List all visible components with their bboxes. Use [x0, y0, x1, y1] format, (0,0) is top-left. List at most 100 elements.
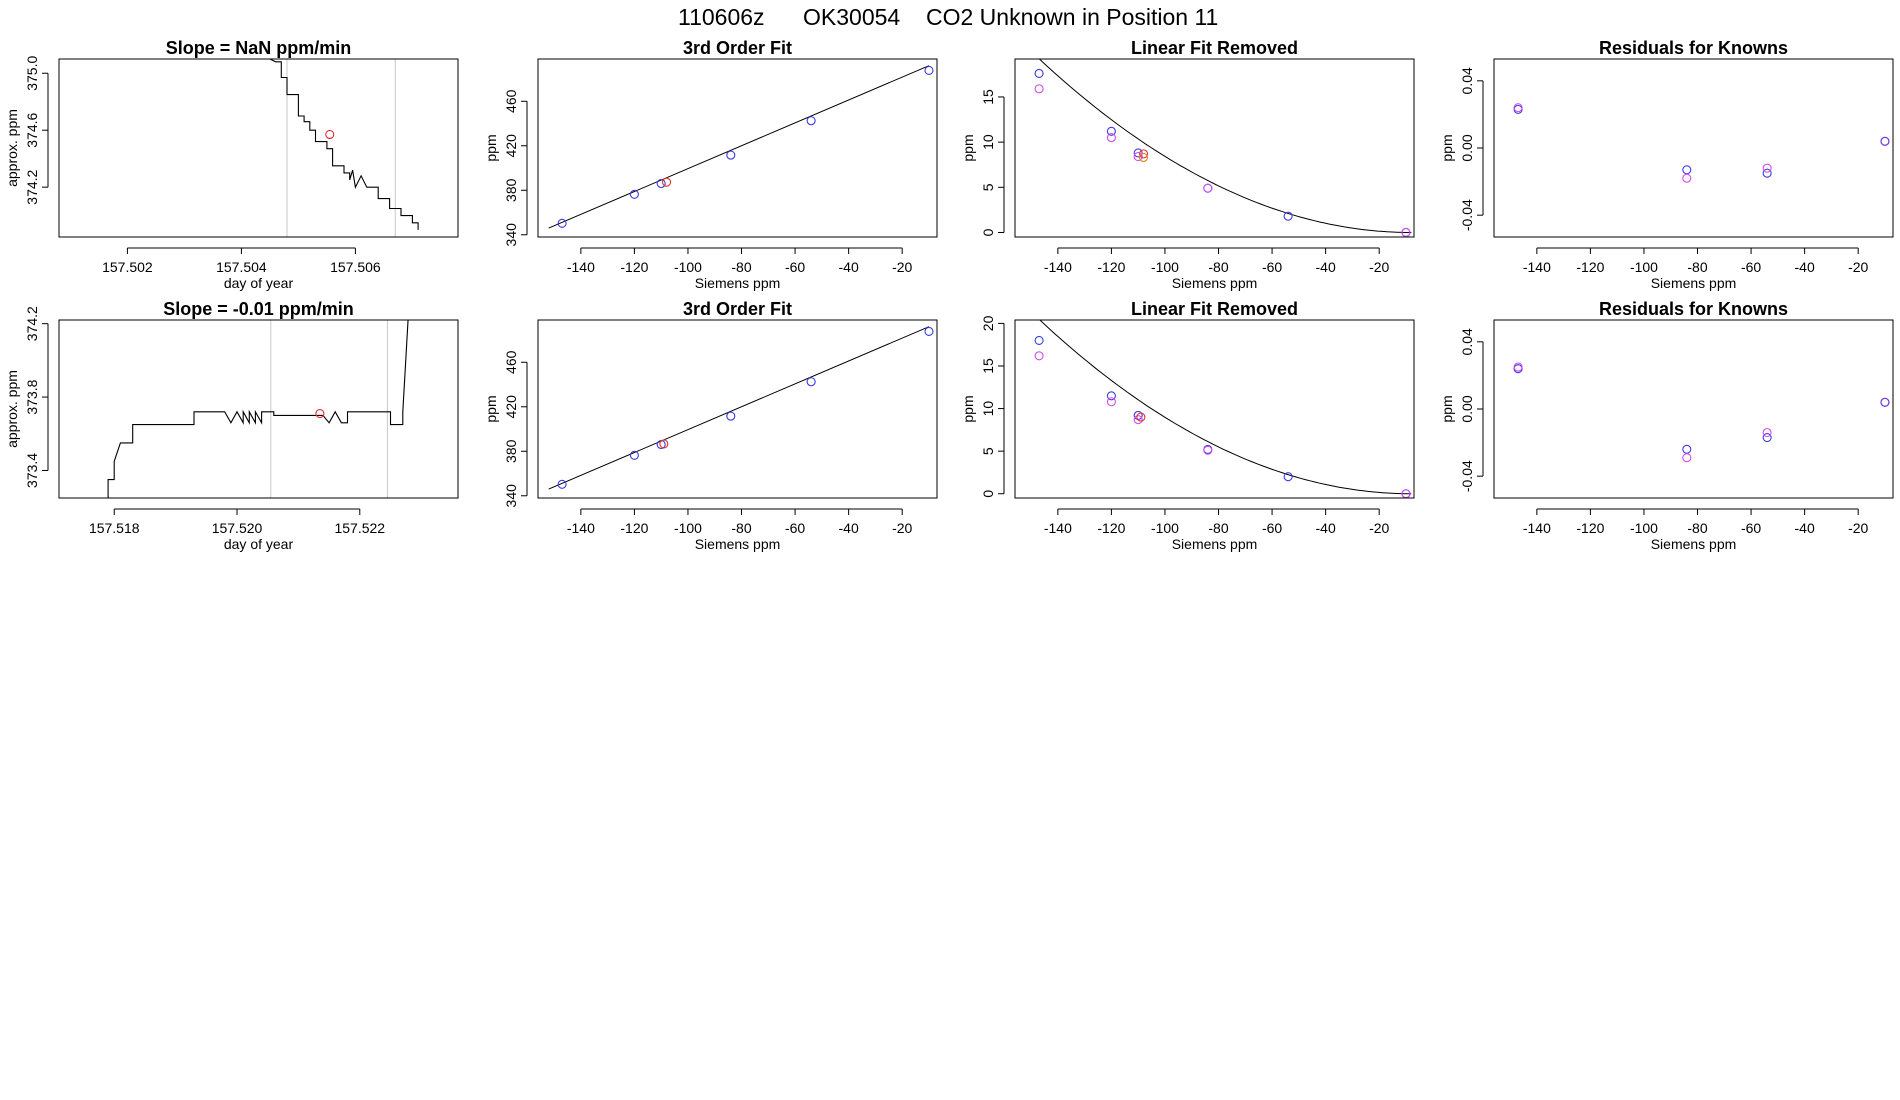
- x-tick-label: -60: [1262, 520, 1282, 536]
- plot-area: [269, 59, 419, 237]
- y-tick-label: 420: [503, 134, 519, 158]
- x-tick-label: -100: [1151, 520, 1179, 536]
- data-point: [1106, 397, 1116, 407]
- y-axis-label: ppm: [483, 134, 499, 161]
- x-tick-label: -60: [1262, 259, 1282, 275]
- x-tick-label: -80: [731, 259, 751, 275]
- data-point: [1513, 103, 1523, 113]
- panel-title: 3rd Order Fit: [683, 299, 792, 319]
- plot-area: [548, 65, 934, 229]
- panel-grid: Slope = NaN ppm/min 157.502 157.504 157.506…: [4, 38, 1894, 552]
- y-tick-label: 0.00: [1459, 395, 1475, 422]
- x-tick-label: -80: [1208, 520, 1228, 536]
- panel-r1c2: Linear Fit Removed -140 -120 -100 -80 -60 -40 -…: [960, 299, 1415, 552]
- y-tick-label: 380: [503, 439, 519, 463]
- panel-r0c1: 3rd Order Fit -140 -120 -100 -80 -60 -40 -20 Sie…: [483, 38, 938, 291]
- panel-r0c2: Linear Fit Removed -140 -120 -100 -80 -60 -40 -…: [960, 38, 1415, 291]
- y-tick-label: 374.6: [24, 112, 40, 147]
- fit-curve: [1039, 320, 1412, 495]
- data-point: [1513, 362, 1523, 372]
- data-point: [1138, 152, 1149, 163]
- x-tick-label: -80: [1687, 259, 1707, 275]
- data-point: [924, 65, 934, 76]
- x-tick-label: -120: [1576, 259, 1604, 275]
- y-tick-label: 20: [980, 315, 996, 331]
- plot-frame: [537, 58, 938, 238]
- plot-frame: [58, 58, 459, 238]
- y-axis-label: ppm: [1439, 395, 1455, 422]
- x-tick-label: -40: [1795, 520, 1815, 536]
- y-tick-label: 420: [503, 395, 519, 419]
- x-tick-label: -140: [567, 520, 595, 536]
- panel-title: Residuals for Knowns: [1599, 38, 1788, 58]
- plot-area: [548, 326, 934, 490]
- x-tick-label: -60: [1741, 259, 1761, 275]
- x-axis-label: day of year: [224, 275, 294, 291]
- plot-area: [1513, 362, 1890, 463]
- y-tick-label: 15: [980, 89, 996, 105]
- x-tick-label: -120: [1576, 520, 1604, 536]
- x-tick-label: -20: [1369, 520, 1389, 536]
- data-point: [557, 218, 567, 228]
- data-point: [1133, 410, 1143, 420]
- x-tick-label: -60: [785, 259, 805, 275]
- y-tick-label: 0.00: [1459, 134, 1475, 161]
- x-tick-label: -20: [1848, 259, 1868, 275]
- x-tick-label: -20: [1369, 259, 1389, 275]
- y-axis-label: ppm: [960, 134, 976, 161]
- x-tick-label: -100: [1151, 259, 1179, 275]
- x-tick-label: 157.504: [216, 259, 267, 275]
- data-point: [1034, 335, 1044, 345]
- x-tick-label: -100: [674, 259, 702, 275]
- data-point: [1133, 148, 1143, 158]
- data-point: [629, 450, 639, 460]
- x-tick-label: -140: [567, 259, 595, 275]
- x-tick-label: -80: [731, 520, 751, 536]
- panel-title: Residuals for Knowns: [1599, 299, 1788, 319]
- y-tick-label: -0.04: [1459, 199, 1475, 231]
- x-axis-label: Siemens ppm: [1651, 536, 1737, 552]
- y-tick-label: 380: [503, 178, 519, 202]
- plot-frame: [1014, 58, 1415, 238]
- plot-area: [1034, 59, 1412, 237]
- x-tick-label: 157.520: [212, 520, 263, 536]
- y-tick-label: 0.04: [1459, 328, 1475, 355]
- x-tick-label: -40: [1316, 520, 1336, 536]
- x-tick-label: -80: [1208, 259, 1228, 275]
- y-tick-label: 460: [503, 89, 519, 113]
- data-point: [1682, 165, 1692, 175]
- x-tick-label: -100: [674, 520, 702, 536]
- data-point: [557, 479, 567, 489]
- panel-title: Slope = NaN ppm/min: [166, 38, 352, 58]
- y-tick-label: 10: [980, 134, 996, 150]
- data-point: [1133, 152, 1143, 162]
- x-axis-label: day of year: [224, 536, 294, 552]
- x-axis-label: Siemens ppm: [695, 536, 781, 552]
- data-point: [1136, 412, 1146, 422]
- x-tick-label: -140: [1523, 259, 1551, 275]
- data-point: [1034, 351, 1044, 361]
- data-point: [1762, 163, 1772, 173]
- y-tick-label: 5: [980, 183, 996, 191]
- x-tick-label: -120: [1097, 520, 1125, 536]
- fit-curve: [1038, 59, 1412, 233]
- x-tick-label: -20: [1848, 520, 1868, 536]
- data-point: [726, 150, 736, 160]
- y-tick-label: -0.04: [1459, 460, 1475, 492]
- x-tick-label: -80: [1687, 520, 1707, 536]
- panel-title: Linear Fit Removed: [1131, 299, 1298, 319]
- data-point: [1034, 68, 1044, 79]
- x-tick-label: -100: [1630, 520, 1658, 536]
- y-tick-label: 375.0: [24, 56, 40, 91]
- data-point: [1283, 472, 1293, 482]
- panel-title: Linear Fit Removed: [1131, 38, 1298, 58]
- x-tick-label: 157.506: [330, 259, 381, 275]
- y-tick-label: 374.2: [24, 169, 40, 204]
- y-tick-label: 374.2: [24, 306, 40, 341]
- plot-frame: [1014, 319, 1415, 499]
- fit-line: [548, 326, 930, 490]
- x-tick-label: -120: [620, 520, 648, 536]
- y-tick-label: 373.8: [24, 379, 40, 414]
- data-point: [1203, 183, 1213, 193]
- y-axis-label: approx. ppm: [4, 109, 20, 187]
